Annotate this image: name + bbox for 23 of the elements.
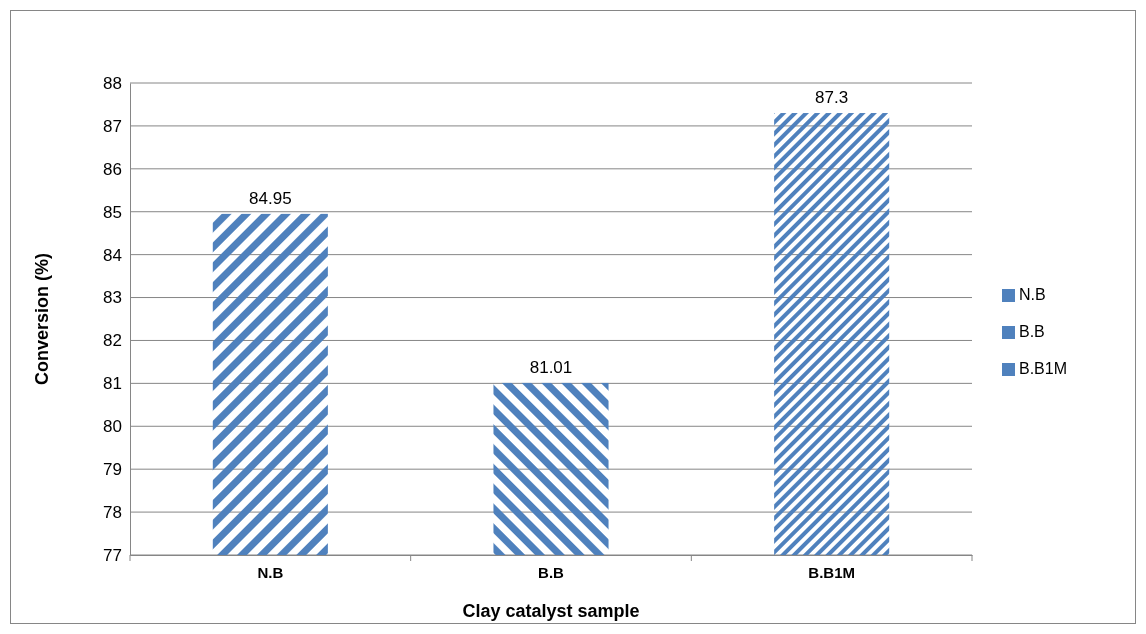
y-tick-label: 84 [103, 245, 122, 265]
y-tick-label: 79 [103, 460, 122, 480]
y-tick-label: 85 [103, 202, 122, 222]
y-tick-label: 82 [103, 331, 122, 351]
x-tick-label: B.B1M [808, 563, 855, 581]
x-tick-label: B.B [538, 563, 565, 581]
y-tick-label: 83 [103, 288, 122, 308]
y-tick-label: 81 [103, 374, 122, 394]
legend-label: N.B [1019, 286, 1046, 303]
y-tick-label: 80 [103, 417, 122, 437]
data-label: 81.01 [529, 357, 573, 377]
y-tick-label: 78 [103, 503, 122, 523]
legend-label: B.B1M [1019, 360, 1068, 377]
data-label: 84.95 [249, 188, 292, 208]
y-tick-label: 77 [103, 545, 122, 565]
y-tick-label: 87 [103, 116, 122, 136]
y-axis-title: Conversion (%) [32, 252, 52, 386]
y-tick-label: 86 [103, 159, 122, 179]
y-tick-label: 88 [103, 73, 122, 93]
legend-label: B.B [1019, 323, 1045, 340]
x-tick-label: N.B [257, 563, 284, 581]
data-label: 87.3 [815, 88, 849, 108]
x-axis-title: Clay catalyst sample [462, 601, 640, 621]
